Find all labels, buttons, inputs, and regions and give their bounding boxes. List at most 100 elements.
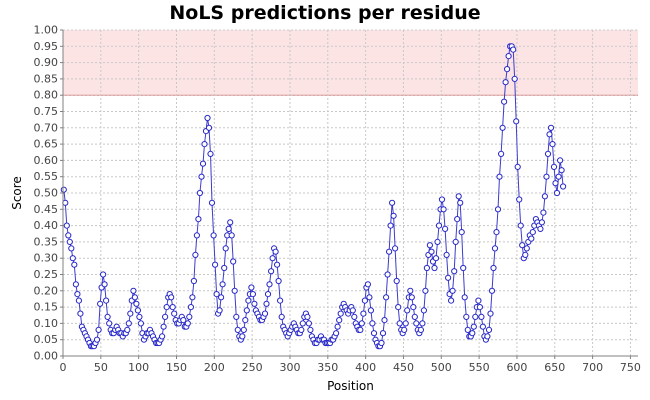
data-point <box>502 79 509 86</box>
data-point <box>410 304 417 311</box>
data-point <box>384 271 391 278</box>
data-point <box>95 326 102 333</box>
data-point <box>549 141 556 148</box>
data-point <box>71 261 78 268</box>
data-point <box>381 317 388 324</box>
data-point <box>469 330 476 337</box>
data-point <box>336 317 343 324</box>
data-point <box>490 264 497 272</box>
data-point <box>66 238 73 245</box>
data-point <box>528 235 535 242</box>
y-tick-label: 0.80 <box>34 89 59 102</box>
data-point <box>366 294 373 301</box>
x-tick-label: 150 <box>166 361 187 374</box>
data-point <box>370 330 378 337</box>
data-point <box>458 229 465 236</box>
data-point <box>180 317 187 324</box>
data-point <box>304 313 311 320</box>
data-point <box>245 297 252 304</box>
data-point <box>402 320 409 327</box>
data-point <box>413 320 420 327</box>
x-tick-label: 650 <box>544 361 565 374</box>
data-point <box>307 326 314 333</box>
data-point <box>401 326 408 333</box>
data-point <box>417 326 424 333</box>
data-point <box>461 294 468 301</box>
data-point <box>163 304 170 311</box>
data-point <box>379 330 387 337</box>
data-point <box>106 320 113 327</box>
x-tick-label: 750 <box>620 361 641 374</box>
y-tick-label: 0.70 <box>34 121 59 134</box>
data-point <box>205 124 213 131</box>
data-point <box>136 313 143 320</box>
data-point <box>390 212 397 219</box>
data-point <box>269 255 276 262</box>
data-point <box>541 193 549 200</box>
data-point <box>249 291 256 298</box>
data-point <box>63 222 70 229</box>
data-point <box>479 323 486 330</box>
data-point <box>443 251 450 258</box>
data-point <box>419 320 426 327</box>
data-point <box>514 163 521 170</box>
y-tick-label: 0.60 <box>34 154 59 167</box>
y-axis-label: Score <box>10 176 24 210</box>
data-point <box>560 183 567 190</box>
x-axis-label: Position <box>327 379 374 393</box>
data-point <box>190 277 197 285</box>
data-point <box>454 216 461 223</box>
data-point <box>369 320 376 327</box>
data-point <box>196 189 203 197</box>
data-point <box>537 225 544 232</box>
data-point <box>60 186 67 193</box>
data-point <box>193 232 200 239</box>
data-point <box>101 281 108 288</box>
x-tick-label: 250 <box>242 361 263 374</box>
y-tick-label: 0.90 <box>34 56 59 69</box>
data-point <box>68 245 75 252</box>
data-point <box>513 118 520 125</box>
data-point <box>487 310 494 317</box>
data-point <box>131 294 138 301</box>
data-point <box>207 150 214 157</box>
chart-title: NoLS predictions per residue <box>169 2 481 24</box>
data-point <box>504 66 511 73</box>
data-point <box>547 124 555 131</box>
data-point <box>266 281 273 288</box>
data-point <box>558 167 565 174</box>
data-point <box>133 300 140 307</box>
data-point <box>184 320 191 327</box>
data-point <box>216 307 223 314</box>
x-tick-label: 0 <box>60 361 67 374</box>
y-tick-label: 0.55 <box>34 170 59 183</box>
data-point <box>378 339 385 347</box>
data-point <box>201 141 208 148</box>
data-point <box>432 255 440 262</box>
data-point <box>251 300 258 307</box>
threshold-band <box>63 30 638 96</box>
y-tick-label: 0.05 <box>34 333 59 346</box>
data-point <box>543 173 550 180</box>
data-point <box>159 333 166 340</box>
data-point <box>210 232 217 239</box>
data-point <box>192 251 199 258</box>
data-point <box>219 281 226 288</box>
x-tick-label: 700 <box>582 361 603 374</box>
data-point <box>77 310 84 317</box>
data-point <box>222 245 229 252</box>
data-point <box>408 294 415 301</box>
data-point <box>274 261 281 268</box>
data-point <box>261 310 269 317</box>
y-tick-label: 0.00 <box>34 350 59 363</box>
data-point <box>275 277 282 285</box>
data-point <box>478 313 485 320</box>
data-point <box>546 131 553 138</box>
data-point <box>393 277 400 285</box>
data-point <box>522 251 529 258</box>
data-point <box>305 320 312 327</box>
y-tick-label: 0.30 <box>34 252 59 265</box>
y-tick-label: 0.45 <box>34 203 59 216</box>
data-point <box>387 222 394 229</box>
data-point <box>476 304 483 311</box>
